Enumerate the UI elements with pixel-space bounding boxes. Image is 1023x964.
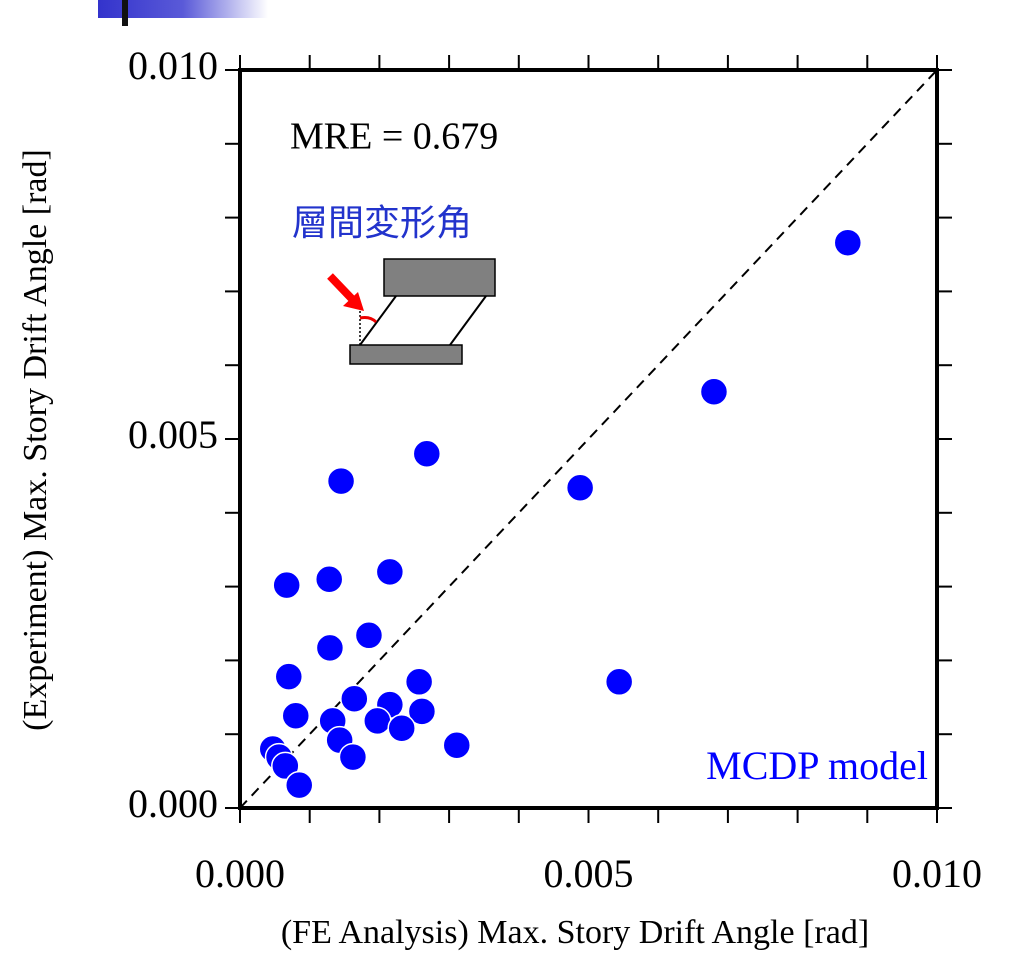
point — [315, 633, 345, 663]
point — [565, 473, 595, 502]
point — [274, 662, 304, 691]
inset-diagram — [327, 258, 496, 365]
point — [412, 439, 442, 469]
inset-column — [359, 295, 397, 346]
point — [404, 667, 434, 697]
point — [387, 714, 416, 743]
plot-frame — [238, 68, 939, 810]
inset-beam — [349, 344, 463, 365]
point — [338, 742, 368, 772]
point — [363, 706, 392, 736]
point — [281, 701, 311, 730]
point — [284, 770, 314, 800]
decoration — [98, 0, 268, 18]
inset-column — [449, 295, 487, 346]
y-tick-label: 0.005 — [128, 412, 218, 457]
x-tick-label: 0.000 — [195, 851, 285, 896]
y-tick-label: 0.010 — [128, 43, 218, 88]
point — [340, 684, 369, 714]
point — [407, 697, 437, 726]
decoration — [122, 0, 128, 26]
inset-angle — [359, 316, 378, 324]
inset-arrow — [327, 273, 355, 302]
x-tick-label: 0.010 — [892, 851, 982, 896]
x-axis-label: (FE Analysis) Max. Story Drift Angle [ra… — [281, 914, 869, 951]
point — [354, 621, 384, 650]
inset-beam — [383, 258, 496, 297]
point — [326, 466, 356, 496]
annotation: MCDP model — [706, 743, 928, 788]
point — [699, 377, 729, 407]
point — [272, 570, 301, 600]
y-axis-label: (Experiment) Max. Story Drift Angle [rad… — [17, 149, 54, 731]
inset-arrow-head — [343, 292, 364, 311]
point — [833, 228, 863, 257]
y-tick-label: 0.000 — [128, 781, 218, 826]
point — [442, 731, 472, 760]
point — [314, 564, 344, 594]
point — [604, 667, 634, 697]
point — [271, 751, 300, 781]
annotation: MRE = 0.679 — [290, 116, 498, 158]
annotation: 層間変形角 — [292, 203, 472, 244]
point — [375, 557, 405, 587]
x-tick-label: 0.005 — [544, 851, 634, 896]
